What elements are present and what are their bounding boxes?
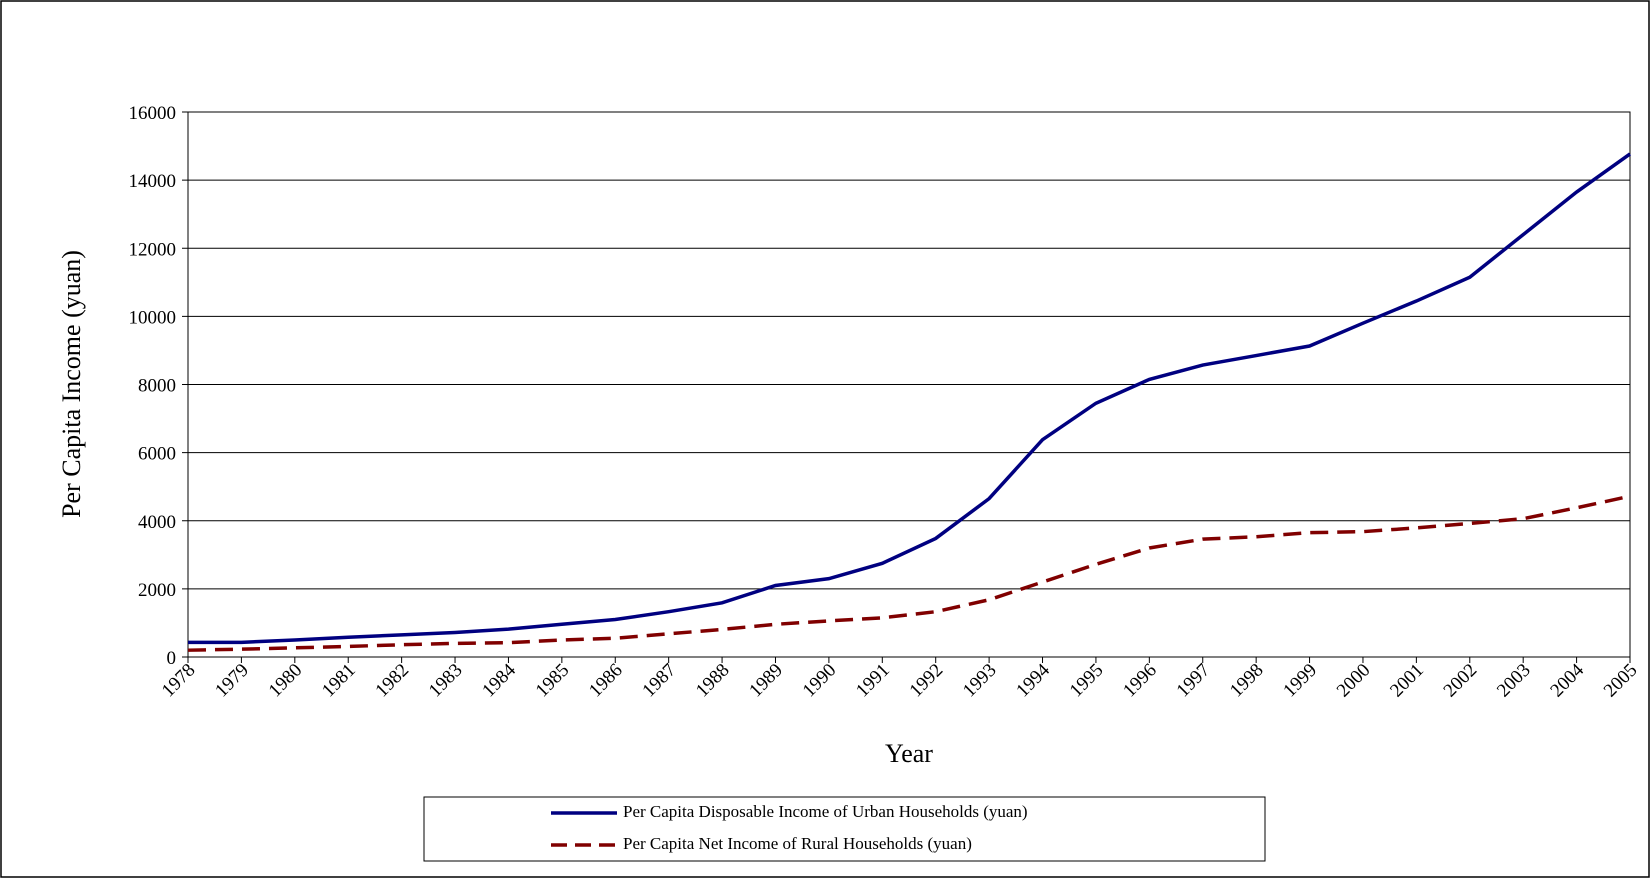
legend-label: Per Capita Disposable Income of Urban Ho… [623, 802, 1028, 821]
y-axis-title: Per Capita Income (yuan) [57, 250, 86, 518]
y-tick-label: 0 [167, 648, 177, 669]
x-axis-title: Year [885, 739, 933, 768]
legend-label: Per Capita Net Income of Rural Household… [623, 834, 972, 853]
y-tick-label: 14000 [129, 171, 177, 192]
y-tick-label: 8000 [138, 376, 176, 397]
y-tick-label: 10000 [129, 307, 177, 328]
legend-box [423, 796, 1266, 862]
y-tick-label: 16000 [129, 103, 177, 124]
y-tick-label: 4000 [138, 512, 176, 533]
y-tick-label: 2000 [138, 580, 176, 601]
y-tick-label: 12000 [129, 239, 177, 260]
data-line [188, 152, 1632, 645]
y-tick-label: 6000 [138, 444, 176, 465]
